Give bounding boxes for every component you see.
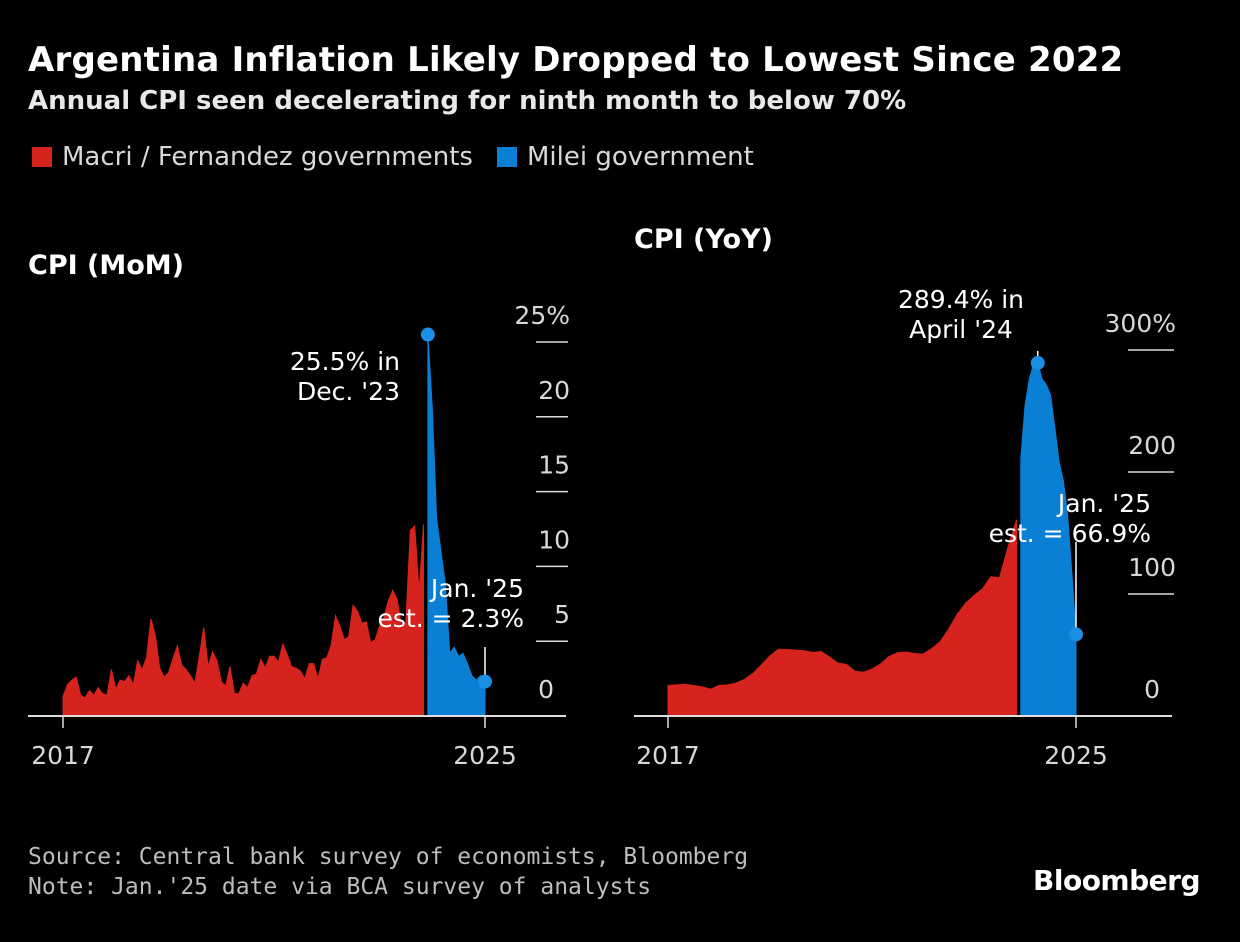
mom-area-milei xyxy=(427,334,486,717)
mom-y-tick-label: 20 xyxy=(538,376,570,405)
chart-subtitle: Annual CPI seen decelerating for ninth m… xyxy=(28,86,907,116)
yoy-area-milei xyxy=(1020,362,1077,717)
legend-label-macri-fernandez: Macri / Fernandez governments xyxy=(62,142,473,172)
yoy-y-tick-label: 200 xyxy=(1128,431,1176,460)
legend-swatch-blue xyxy=(496,147,517,167)
mom-annotation-text: Dec. '23 xyxy=(297,377,400,406)
yoy-x-tick-label: 2025 xyxy=(1044,741,1108,770)
source-note: Source: Central bank survey of economist… xyxy=(28,844,749,870)
footer: Source: Central bank survey of economist… xyxy=(28,842,748,902)
legend-label-milei: Milei government xyxy=(526,142,754,172)
mom-y-tick-label: 0 xyxy=(538,675,554,704)
mom-panel-title: CPI (MoM) xyxy=(28,250,184,281)
yoy-annotation-text: April '24 xyxy=(909,315,1013,344)
yoy-y-tick-label: 0 xyxy=(1144,675,1160,704)
charts-canvas: CPI (MoM) 0 5 10 15 20 25% 2017 2025 25.5% inDec.… xyxy=(28,224,1176,770)
mom-x-tick-label: 2017 xyxy=(31,741,95,770)
yoy-x-tick-label: 2017 xyxy=(636,741,700,770)
chart-title: Argentina Inflation Likely Dropped to Lo… xyxy=(28,40,1124,80)
mom-y-tick-label: 5 xyxy=(554,600,570,629)
legend-item-milei: Milei government xyxy=(496,142,754,172)
legend-swatch-red xyxy=(32,147,52,167)
legend: Macri / Fernandez governments Milei gove… xyxy=(32,142,778,172)
footnote: Note: Jan.'25 date via BCA survey of ana… xyxy=(28,874,652,900)
mom-y-tick-label: 10 xyxy=(538,525,570,554)
mom-area-macri_fernandez xyxy=(62,524,424,717)
yoy-panel-title: CPI (YoY) xyxy=(634,224,773,255)
yoy-annotation-text: est. = 66.9% xyxy=(989,519,1151,548)
yoy-annotation-text: Jan. '25 xyxy=(1056,489,1151,518)
mom-annotation-text: 25.5% in xyxy=(290,347,400,376)
yoy-y-tick-label: 300% xyxy=(1105,309,1176,338)
mom-y-tick-label: 25% xyxy=(514,301,570,330)
yoy-marker xyxy=(1069,627,1083,642)
mom-marker xyxy=(478,674,492,689)
mom-annotation-text: Jan. '25 xyxy=(429,574,524,603)
legend-item-macri-fernandez: Macri / Fernandez governments xyxy=(32,142,473,172)
yoy-area-macri_fernandez xyxy=(667,519,1017,717)
yoy-marker xyxy=(1030,355,1045,370)
mom-annotation-text: est. = 2.3% xyxy=(377,604,524,633)
yoy-annotation-text: 289.4% in xyxy=(898,285,1024,314)
mom-x-tick-label: 2025 xyxy=(453,741,517,770)
yoy-y-tick-label: 100 xyxy=(1128,553,1176,582)
mom-y-tick-label: 15 xyxy=(538,451,570,480)
mom-marker xyxy=(420,327,435,342)
bloomberg-logo: Bloomberg xyxy=(1033,864,1200,897)
